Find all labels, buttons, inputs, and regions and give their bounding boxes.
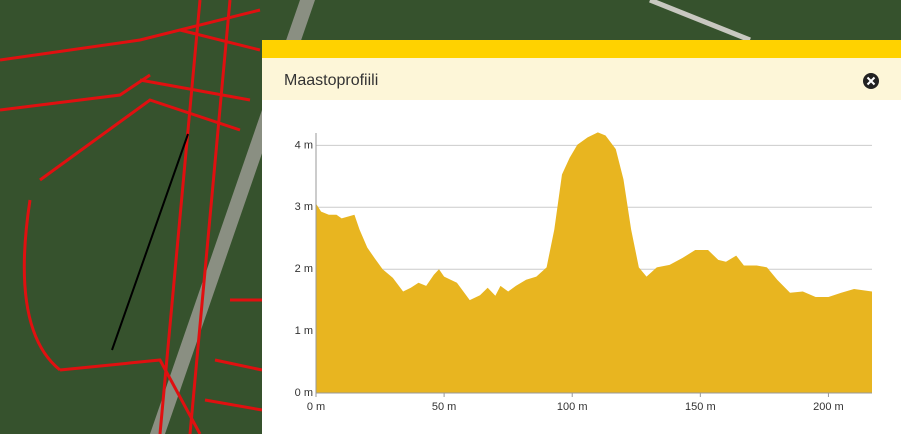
elevation-chart: 0 m 1 m 2 m 3 m 4 m 0 m 50 m 100 m 150 m 200 m [295, 132, 872, 413]
x-tick-label: 100 m [557, 401, 588, 413]
elevation-area [316, 132, 872, 393]
y-tick-label: 2 m [295, 263, 313, 275]
y-tick-label: 4 m [295, 139, 313, 151]
y-tick-label: 3 m [295, 201, 313, 213]
y-tick-label: 0 m [295, 387, 313, 399]
x-tick-label: 50 m [432, 401, 456, 413]
close-button[interactable] [863, 73, 879, 89]
x-tick-label: 150 m [685, 401, 716, 413]
x-tick-label: 0 m [307, 401, 325, 413]
panel-title: Maastoprofiili [284, 72, 378, 89]
x-tick-label: 200 m [813, 401, 844, 413]
y-tick-label: 1 m [295, 325, 313, 337]
